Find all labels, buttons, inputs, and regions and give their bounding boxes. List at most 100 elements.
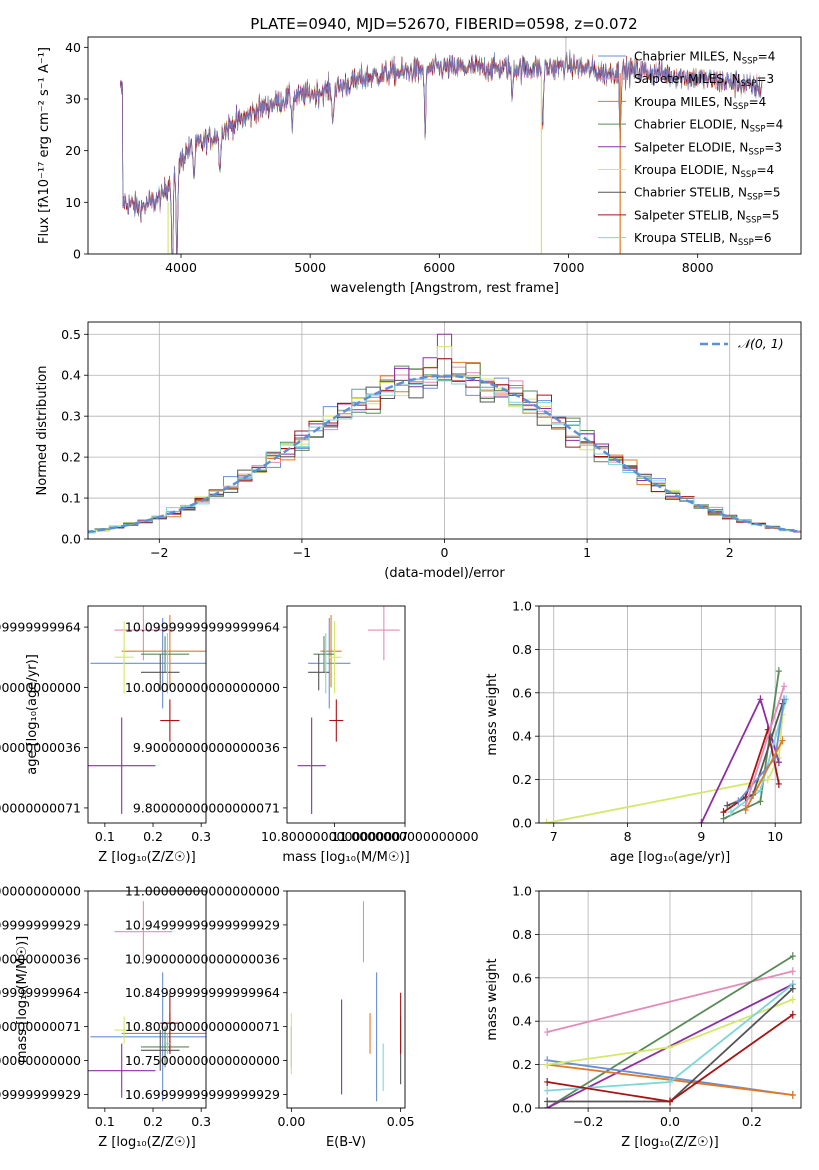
x-tick-label: −1 bbox=[293, 545, 311, 560]
weight-marker bbox=[789, 984, 796, 993]
weight-marker bbox=[544, 1077, 551, 1086]
axes-frame bbox=[87, 605, 207, 824]
x-tick-label: 4000 bbox=[165, 260, 197, 275]
x-tick-label: 0.2 bbox=[742, 1114, 762, 1129]
y-tick-label: 10.00000000000000000 bbox=[0, 680, 81, 695]
x-tick-label: 0.2 bbox=[143, 1114, 163, 1129]
x-tick-label: 0.1 bbox=[95, 1114, 115, 1129]
y-tick-label: 10.69999999999999929 bbox=[125, 1087, 280, 1102]
panel-residuals: −2 −1 0 1 2 0.0 0.1 0.2 0.3 0.4 0.5 (data-model)/er… bbox=[35, 321, 802, 581]
weight-line bbox=[546, 714, 784, 823]
weight-marker bbox=[544, 1097, 551, 1106]
y-tick-label: 11.00000000000000000 bbox=[0, 884, 81, 899]
axes-frame bbox=[286, 890, 406, 1109]
y-tick-label: 10.80000000000000071 bbox=[0, 1019, 81, 1034]
x-axis-label: Z [log₁₀(Z/Z☉)] bbox=[621, 1135, 718, 1150]
axes-frame bbox=[286, 605, 406, 824]
x-tick-label: 10 bbox=[767, 829, 783, 844]
panel-weight-vs-Z: −0.2 0.0 0.2 0.0 0.2 0.4 0.6 0.8 1.0 Z [log₁₀(Z/Z… bbox=[485, 884, 802, 1150]
legend-label: Salpeter ELODIE, NSSP=3 bbox=[634, 140, 782, 157]
axes-frame bbox=[87, 321, 802, 540]
y-tick-label: 10.00000000000000000 bbox=[125, 680, 280, 695]
y-axis-label: mass [log₁₀(M/M☉)] bbox=[15, 936, 30, 1063]
y-tick-label: 0.4 bbox=[61, 368, 81, 383]
legend-label: 𝒩(0, 1) bbox=[738, 336, 784, 351]
y-tick-label: 9.90000000000000036 bbox=[133, 740, 280, 755]
weight-marker bbox=[667, 1097, 673, 1106]
x-tick-label: 1 bbox=[583, 545, 591, 560]
y-tick-label: 0.0 bbox=[512, 1101, 532, 1116]
weight-line bbox=[744, 686, 785, 806]
weight-marker bbox=[781, 695, 788, 704]
y-tick-label: 10.69999999999999929 bbox=[0, 1087, 81, 1102]
x-tick-label: 11.0000000000000000 bbox=[331, 829, 478, 844]
x-tick-label: 9 bbox=[697, 829, 705, 844]
weight-marker bbox=[544, 1086, 551, 1095]
weight-marker bbox=[789, 967, 796, 976]
x-tick-label: 0 bbox=[441, 545, 449, 560]
panel-weight-vs-age: 7 8 9 10 0.0 0.2 0.4 0.6 0.8 1.0 age [log₁₀(age/yr… bbox=[485, 599, 802, 865]
y-tick-label: 0.4 bbox=[512, 729, 532, 744]
panel-mass-vs-EBV: 0.00 0.05 10.69999999999999929 10.750000000… bbox=[125, 884, 415, 1151]
x-tick-label: 8 bbox=[624, 829, 632, 844]
plot-area bbox=[544, 952, 796, 1108]
x-axis-label: mass [log₁₀(M/M☉)] bbox=[282, 850, 409, 865]
weight-marker bbox=[727, 808, 734, 817]
y-tick-label: 10.94999999999999929 bbox=[0, 917, 81, 932]
y-tick-label: 0.0 bbox=[61, 532, 81, 547]
y-tick-label: 0.4 bbox=[512, 1014, 532, 1029]
y-tick-label: 10.75000000000000000 bbox=[0, 1053, 81, 1068]
legend-label: Kroupa ELODIE, NSSP=4 bbox=[634, 163, 774, 180]
plot-area bbox=[290, 901, 402, 1102]
y-tick-label: 40 bbox=[65, 40, 81, 55]
x-tick-label: 0.1 bbox=[95, 829, 115, 844]
panel-spectrum: 4000 5000 6000 7000 8000 0 10 20 30 40 wavelength … bbox=[37, 36, 802, 296]
weight-line bbox=[744, 740, 784, 811]
y-tick-label: 9.80000000000000071 bbox=[0, 800, 81, 815]
y-tick-label: 0.6 bbox=[512, 970, 532, 985]
x-tick-label: 0.05 bbox=[387, 1114, 415, 1129]
weight-marker bbox=[764, 775, 771, 784]
panel-mass-vs-Z: 0.1 0.2 0.3 10.69999999999999929 10.75000000… bbox=[0, 884, 211, 1151]
plot-area bbox=[88, 901, 206, 1102]
panel-age-vs-Z: 0.1 0.2 0.3 9.80000000000000071 9.9000000000… bbox=[0, 605, 211, 865]
legend: Chabrier MILES, NSSP=4 Salpeter MILES, NS… bbox=[598, 50, 783, 248]
x-tick-label: 7 bbox=[550, 829, 558, 844]
plot-area bbox=[297, 606, 400, 814]
weight-marker bbox=[544, 1060, 551, 1069]
y-tick-label: 0 bbox=[73, 247, 81, 262]
y-tick-label: 0.3 bbox=[61, 409, 81, 424]
normal-curve bbox=[88, 374, 801, 534]
weight-marker bbox=[789, 1010, 796, 1019]
legend-label: Chabrier ELODIE, NSSP=4 bbox=[634, 118, 783, 135]
y-tick-label: 0.1 bbox=[61, 491, 81, 506]
y-tick-label: 0.2 bbox=[512, 772, 532, 787]
plot-area bbox=[88, 606, 206, 814]
y-tick-label: 0.2 bbox=[61, 450, 81, 465]
plot-area bbox=[88, 333, 801, 534]
y-tick-label: 0.8 bbox=[512, 642, 532, 657]
legend-label: Kroupa MILES, NSSP=4 bbox=[634, 95, 766, 112]
weight-marker bbox=[757, 786, 764, 795]
y-tick-label: 9.90000000000000036 bbox=[0, 740, 81, 755]
weight-marker bbox=[720, 808, 727, 817]
y-tick-label: 0.5 bbox=[61, 327, 81, 342]
y-axis-label: mass weight bbox=[485, 958, 500, 1040]
weight-marker bbox=[543, 819, 550, 823]
y-tick-label: 0.0 bbox=[512, 816, 532, 831]
weight-marker bbox=[667, 1043, 673, 1052]
axes-frame bbox=[538, 890, 802, 1109]
legend: 𝒩(0, 1) bbox=[700, 336, 784, 351]
x-tick-label: 5000 bbox=[294, 260, 326, 275]
figure-title: PLATE=0940, MJD=52670, FIBERID=0598, z=0… bbox=[250, 15, 637, 33]
x-axis-label: (data-model)/error bbox=[384, 566, 505, 581]
y-tick-label: 10.94999999999999929 bbox=[125, 917, 280, 932]
axes-frame bbox=[87, 890, 207, 1109]
x-axis-label: wavelength [Angstrom, rest frame] bbox=[330, 281, 559, 296]
x-axis-label: Z [log₁₀(Z/Z☉)] bbox=[98, 1135, 195, 1150]
histogram-step bbox=[88, 362, 801, 534]
x-axis-label: E(B-V) bbox=[326, 1135, 366, 1150]
weight-marker bbox=[779, 736, 786, 745]
